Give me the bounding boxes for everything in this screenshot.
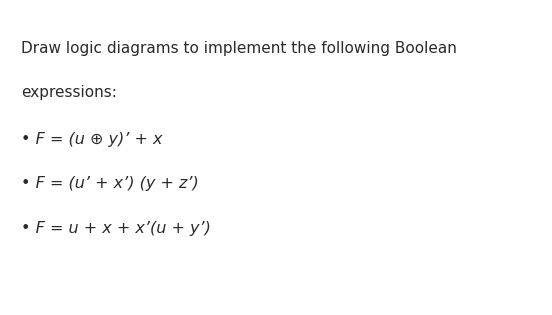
Text: expressions:: expressions:: [21, 85, 117, 100]
Text: Draw logic diagrams to implement the following Boolean: Draw logic diagrams to implement the fol…: [21, 41, 457, 56]
Text: • F = u + x + x’(u + y’): • F = u + x + x’(u + y’): [21, 220, 211, 236]
Text: • F = (u’ + x’) (y + z’): • F = (u’ + x’) (y + z’): [21, 176, 199, 192]
Text: • F = (u ⊕ y)’ + x: • F = (u ⊕ y)’ + x: [21, 132, 162, 147]
